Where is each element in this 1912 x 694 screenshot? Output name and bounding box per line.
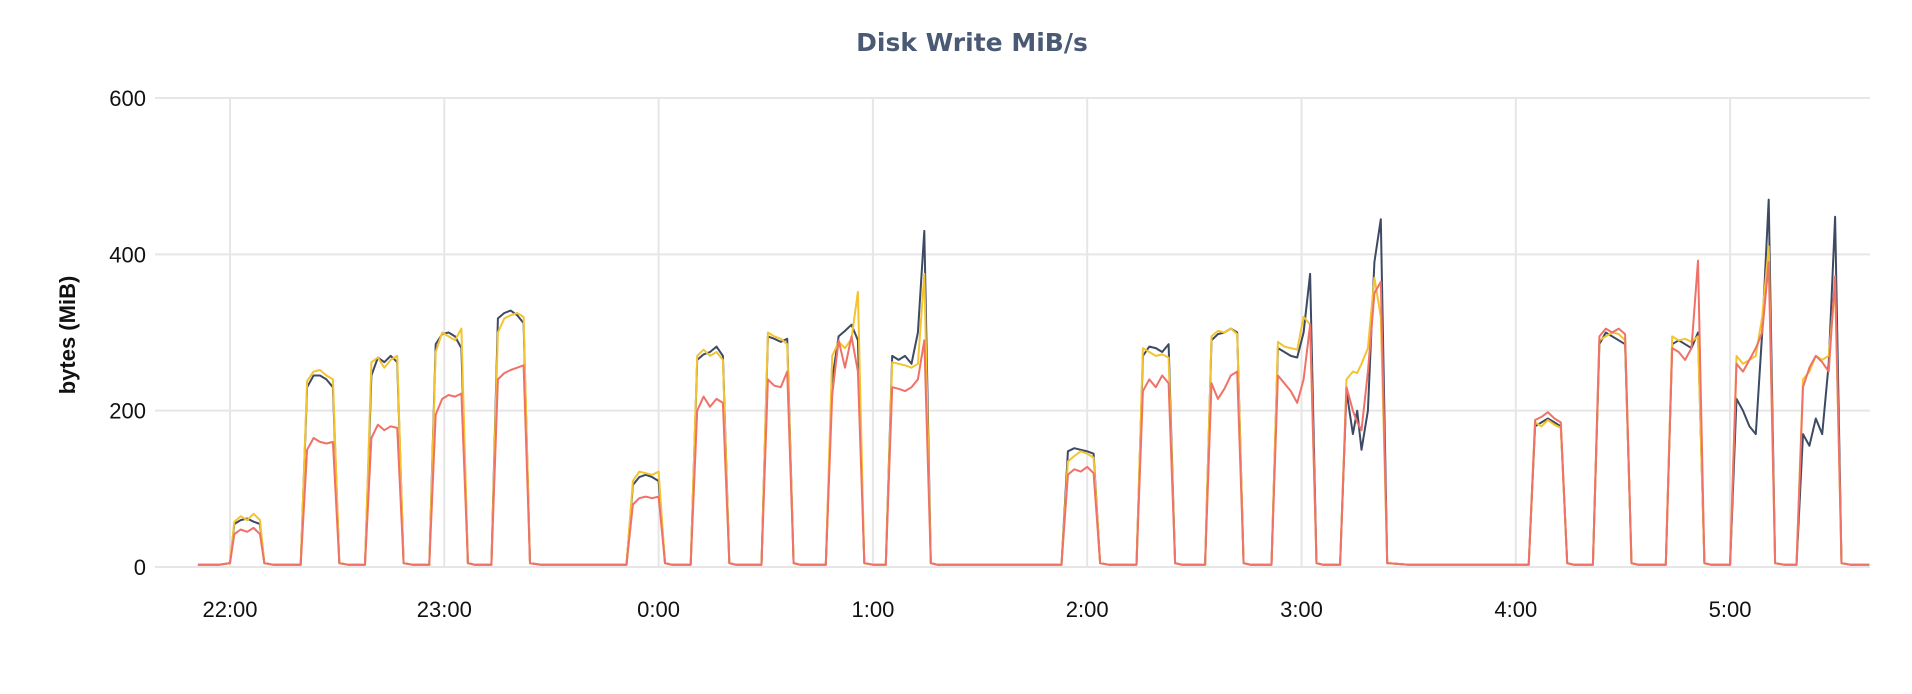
x-tick-label: 4:00 (1494, 597, 1537, 622)
x-tick-label: 3:00 (1280, 597, 1323, 622)
y-axis-ticks: 0 200 400 600 (109, 86, 146, 580)
x-tick-label: 22:00 (202, 597, 257, 622)
x-tick-label: 0:00 (637, 597, 680, 622)
y-tick-label: 600 (109, 86, 146, 111)
grid (155, 97, 1870, 568)
y-tick-label: 0 (134, 555, 146, 580)
y-tick-label: 400 (109, 242, 146, 267)
y-tick-label: 200 (109, 399, 146, 424)
series-line-2 (197, 245, 1870, 566)
series-lines (197, 198, 1870, 566)
y-axis-label: bytes (MiB) (55, 276, 80, 395)
chart-title: Disk Write MiB/s (856, 28, 1088, 57)
x-axis-ticks: 22:00 23:00 0:00 1:00 2:00 3:00 4:00 5:00 (202, 597, 1751, 622)
series-line-3 (197, 259, 1870, 566)
x-tick-label: 23:00 (417, 597, 472, 622)
x-tick-label: 1:00 (851, 597, 894, 622)
x-tick-label: 2:00 (1066, 597, 1109, 622)
x-tick-label: 5:00 (1709, 597, 1752, 622)
